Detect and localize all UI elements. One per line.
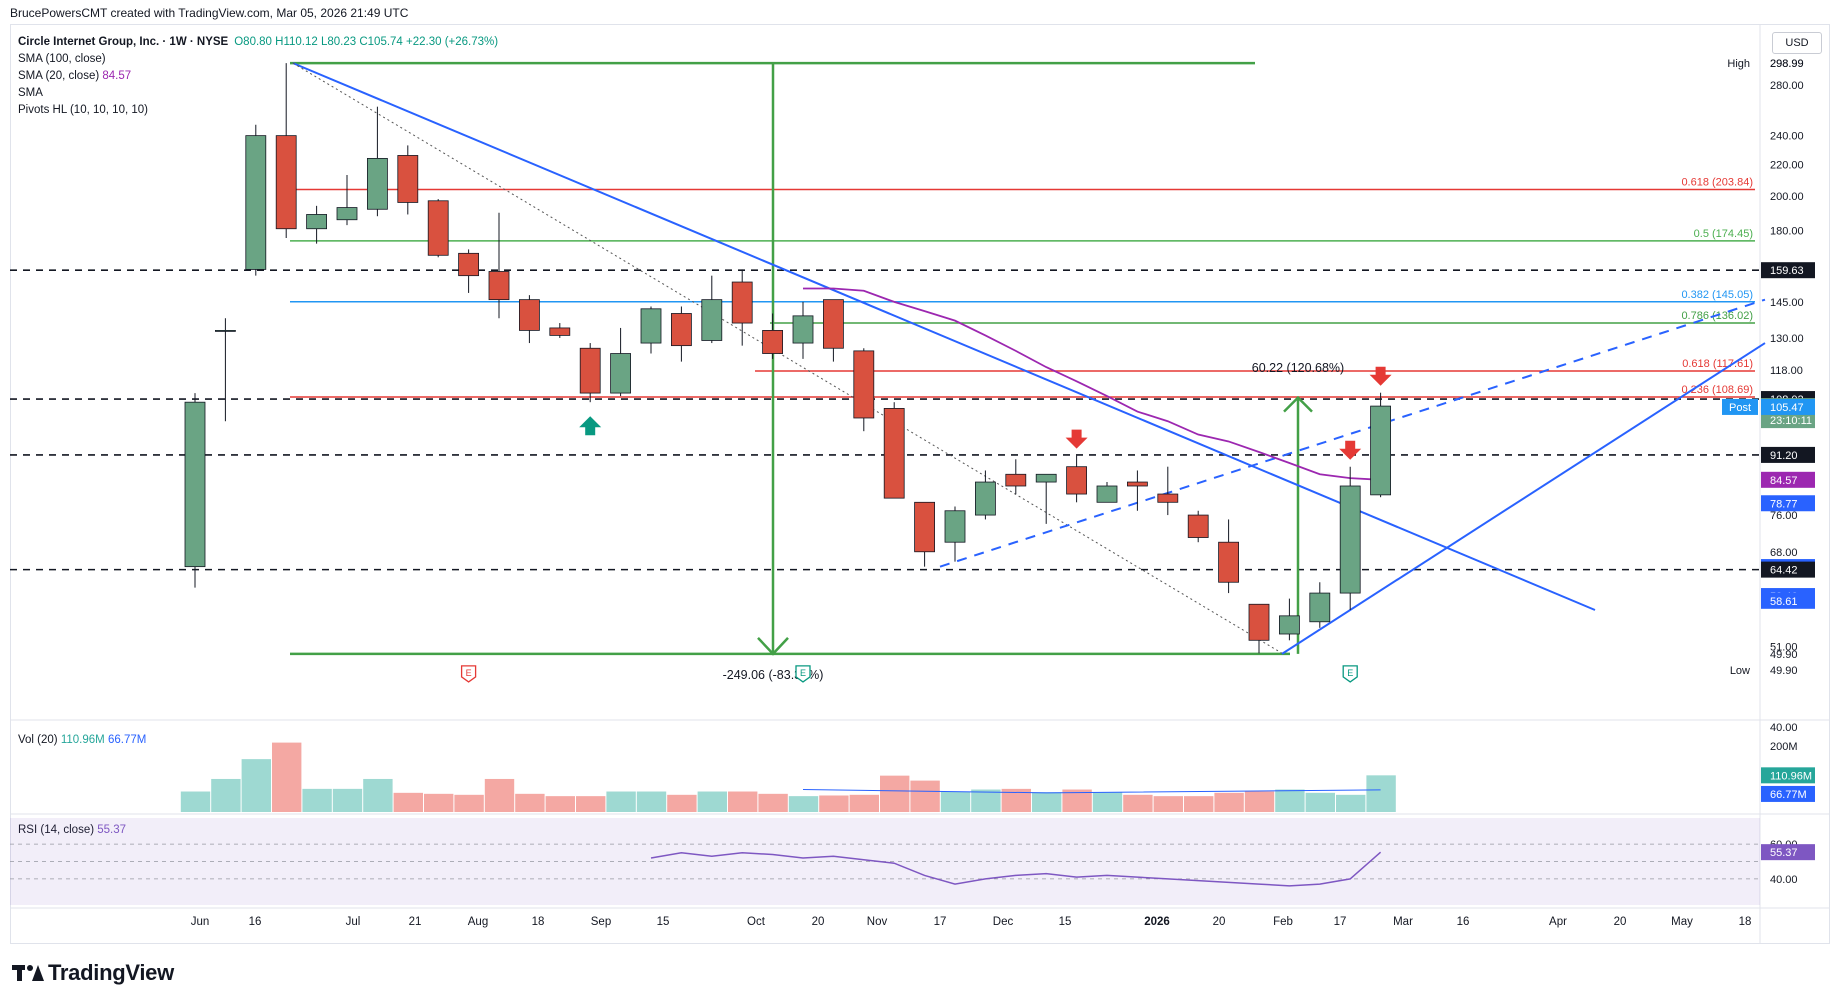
- rsi-legend-label[interactable]: RSI (14, close): [18, 824, 95, 836]
- chart-legend: Circle Internet Group, Inc. · 1W · NYSE O…: [18, 34, 498, 119]
- rsi-legend: RSI (14, close) 55.37: [18, 824, 126, 836]
- sma20-value: 84.57: [102, 70, 132, 82]
- brand-name: TradingView: [48, 960, 174, 985]
- chart-frame: [10, 24, 1830, 944]
- sma-legend[interactable]: SMA: [18, 87, 43, 99]
- volume-value: 110.96M: [60, 734, 105, 746]
- volume-ma-value: 66.77M: [107, 734, 147, 746]
- currency-button[interactable]: USD: [1772, 32, 1822, 54]
- chart-credit: BrucePowersCMT created with TradingView.…: [10, 6, 409, 20]
- rsi-value: 55.37: [97, 824, 127, 836]
- tradingview-logo[interactable]: TradingView: [12, 960, 174, 986]
- ohlc-readout: O80.80 H110.12 L80.23 C105.74 +22.30 (+2…: [234, 36, 499, 48]
- volume-legend-label[interactable]: Vol (20): [18, 734, 58, 746]
- volume-legend: Vol (20) 110.96M 66.77M: [18, 734, 146, 746]
- symbol-label[interactable]: Circle Internet Group, Inc. · 1W · NYSE: [18, 36, 229, 48]
- tradingview-logo-icon: [12, 963, 44, 983]
- sma100-legend[interactable]: SMA (100, close): [18, 53, 106, 65]
- pivots-legend[interactable]: Pivots HL (10, 10, 10, 10): [18, 104, 148, 116]
- sma20-legend[interactable]: SMA (20, close): [18, 70, 100, 82]
